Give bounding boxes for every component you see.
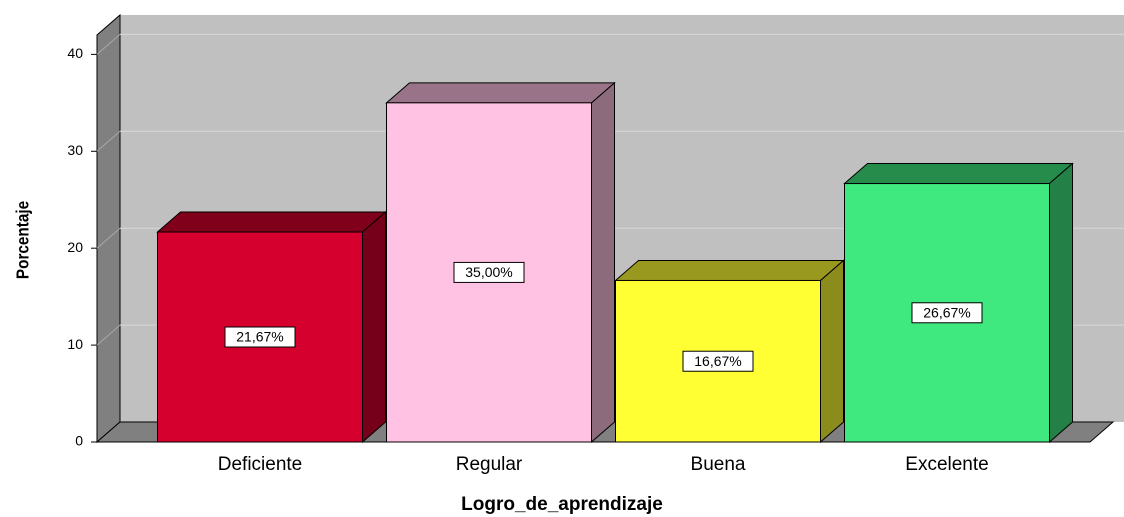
value-label-box	[224, 326, 296, 348]
x-tick-label: Buena	[691, 454, 746, 475]
bar-side	[362, 210, 386, 444]
y-tick-label: 40	[67, 45, 83, 61]
bar-side	[820, 259, 844, 444]
y-axis-title: Porcentaje	[13, 201, 33, 279]
value-label: 16,67%	[694, 353, 741, 369]
value-label-box	[453, 261, 525, 283]
grid-line	[96, 227, 121, 249]
y-tick-label: 30	[67, 142, 83, 158]
value-label: 21,67%	[236, 329, 283, 345]
grid-line	[96, 324, 121, 346]
x-axis-title: Logro_de_aprendizaje	[461, 494, 663, 515]
value-label-box	[682, 350, 754, 372]
x-tick-label: Deficiente	[218, 454, 303, 475]
bar-group: 21,67%	[156, 210, 387, 444]
bar-group: 26,67%	[843, 162, 1074, 444]
y-tick-label: 20	[67, 239, 83, 255]
value-label: 35,00%	[465, 264, 512, 280]
bar-side	[591, 81, 615, 444]
value-label-box	[911, 302, 983, 324]
bar-top	[614, 259, 845, 281]
value-label: 26,67%	[923, 304, 970, 320]
grid-line	[96, 130, 121, 152]
y-tick-label: 10	[67, 336, 83, 352]
bar-side	[1049, 162, 1073, 444]
bar-top	[843, 163, 1074, 185]
bar-top	[156, 211, 387, 233]
bar-group: 35,00%	[385, 81, 616, 444]
grid-line	[96, 34, 121, 55]
side-wall	[96, 13, 121, 444]
y-tick-label: 0	[75, 433, 83, 449]
x-tick-label: Regular	[456, 454, 523, 475]
bar-top	[385, 82, 616, 104]
bar-group: 16,67%	[614, 259, 845, 444]
x-tick-label: Excelente	[905, 454, 988, 475]
